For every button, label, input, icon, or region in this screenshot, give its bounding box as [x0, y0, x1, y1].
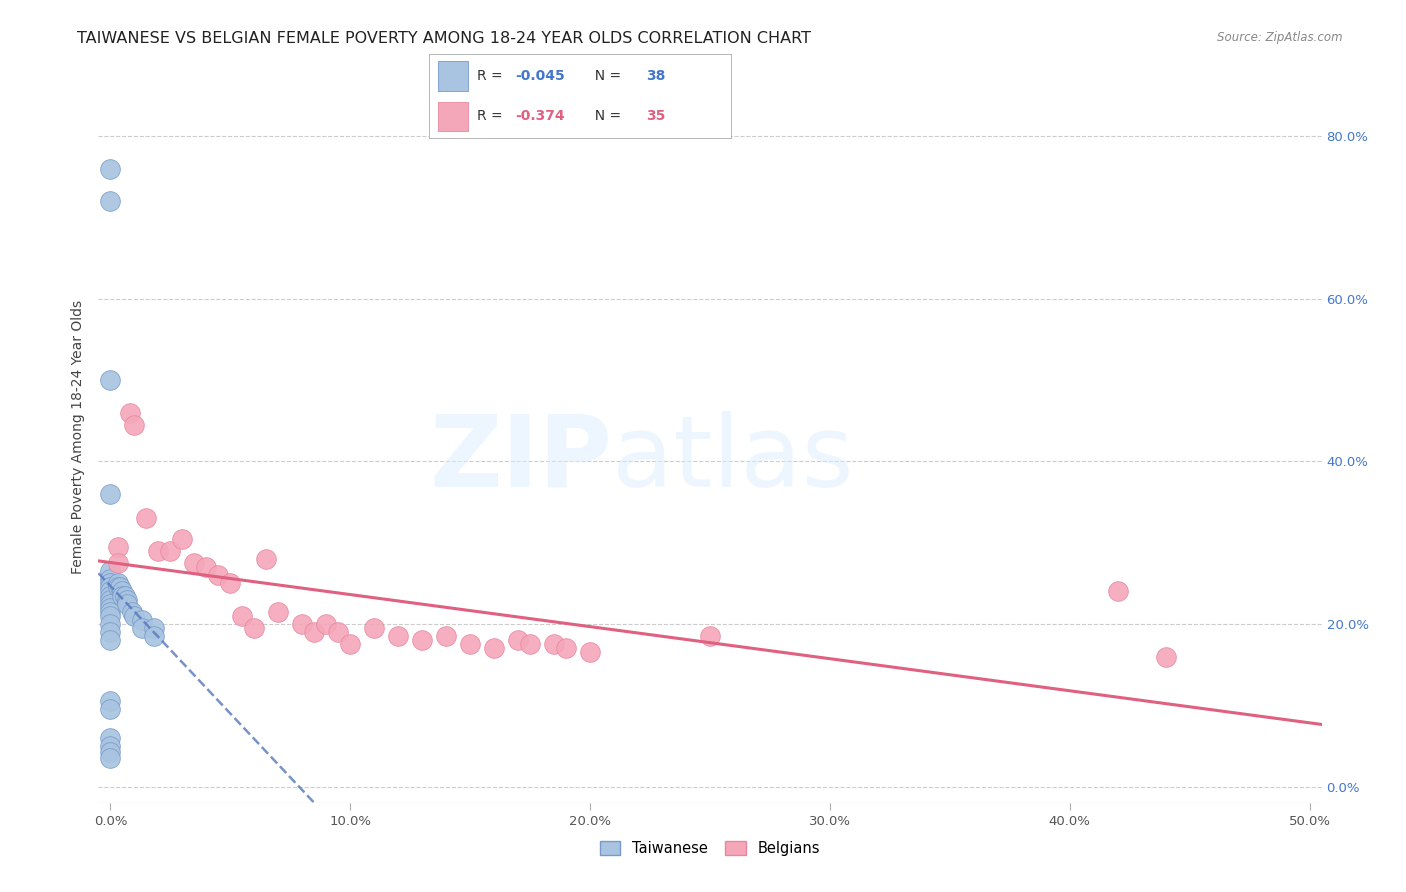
- Point: [387, 629, 409, 643]
- Point: [115, 592, 138, 607]
- Text: -0.374: -0.374: [515, 109, 565, 123]
- Point: [100, 487, 122, 501]
- Point: [100, 373, 122, 387]
- Point: [519, 637, 541, 651]
- Point: [100, 572, 122, 586]
- Point: [159, 544, 181, 558]
- Point: [555, 641, 578, 656]
- Text: ZIP: ZIP: [429, 410, 612, 508]
- Point: [124, 608, 146, 623]
- Point: [100, 739, 122, 753]
- Point: [183, 556, 205, 570]
- Point: [100, 751, 122, 765]
- Point: [100, 605, 122, 619]
- Point: [363, 621, 385, 635]
- Y-axis label: Female Poverty Among 18-24 Year Olds: Female Poverty Among 18-24 Year Olds: [70, 300, 84, 574]
- Point: [100, 589, 122, 603]
- Text: -0.045: -0.045: [515, 69, 565, 83]
- Point: [148, 544, 170, 558]
- Point: [543, 637, 565, 651]
- Text: Source: ZipAtlas.com: Source: ZipAtlas.com: [1218, 31, 1343, 45]
- Point: [100, 592, 122, 607]
- Point: [100, 746, 122, 760]
- Text: 38: 38: [647, 69, 666, 83]
- Point: [131, 621, 153, 635]
- Legend: Taiwanese, Belgians: Taiwanese, Belgians: [595, 835, 825, 862]
- Point: [107, 540, 129, 554]
- Point: [115, 597, 138, 611]
- Point: [100, 608, 122, 623]
- Point: [107, 581, 129, 595]
- Point: [100, 194, 122, 209]
- Point: [508, 633, 530, 648]
- Point: [411, 633, 433, 648]
- Point: [291, 617, 314, 632]
- Point: [100, 702, 122, 716]
- FancyBboxPatch shape: [437, 102, 468, 131]
- Point: [100, 584, 122, 599]
- Point: [219, 576, 242, 591]
- Point: [1107, 584, 1129, 599]
- Point: [699, 629, 721, 643]
- Point: [121, 605, 143, 619]
- Point: [111, 589, 134, 603]
- Point: [100, 633, 122, 648]
- Point: [231, 608, 253, 623]
- Point: [142, 629, 165, 643]
- Point: [304, 625, 326, 640]
- Text: N =: N =: [586, 109, 626, 123]
- Point: [131, 613, 153, 627]
- Point: [482, 641, 505, 656]
- Text: R =: R =: [477, 109, 508, 123]
- Point: [108, 581, 131, 595]
- Point: [111, 584, 134, 599]
- Point: [100, 161, 122, 176]
- Text: 35: 35: [647, 109, 666, 123]
- Point: [114, 589, 136, 603]
- Point: [207, 568, 229, 582]
- Point: [434, 629, 457, 643]
- FancyBboxPatch shape: [437, 62, 468, 91]
- Point: [328, 625, 350, 640]
- Point: [1154, 649, 1177, 664]
- Point: [100, 617, 122, 632]
- Point: [100, 581, 122, 595]
- Point: [267, 605, 290, 619]
- Point: [118, 406, 141, 420]
- Point: [107, 576, 129, 591]
- Point: [135, 511, 157, 525]
- Text: atlas: atlas: [612, 410, 853, 508]
- Point: [100, 564, 122, 578]
- Point: [124, 417, 146, 432]
- Point: [458, 637, 481, 651]
- Point: [100, 597, 122, 611]
- Point: [243, 621, 266, 635]
- Text: TAIWANESE VS BELGIAN FEMALE POVERTY AMONG 18-24 YEAR OLDS CORRELATION CHART: TAIWANESE VS BELGIAN FEMALE POVERTY AMON…: [77, 31, 811, 46]
- Point: [100, 731, 122, 745]
- Point: [315, 617, 337, 632]
- Text: N =: N =: [586, 69, 626, 83]
- Point: [100, 576, 122, 591]
- Text: R =: R =: [477, 69, 508, 83]
- Point: [172, 532, 194, 546]
- Point: [195, 560, 218, 574]
- Point: [100, 694, 122, 708]
- Point: [100, 600, 122, 615]
- Point: [142, 621, 165, 635]
- Point: [100, 625, 122, 640]
- Point: [339, 637, 361, 651]
- Point: [107, 556, 129, 570]
- Point: [579, 645, 602, 659]
- Point: [254, 552, 277, 566]
